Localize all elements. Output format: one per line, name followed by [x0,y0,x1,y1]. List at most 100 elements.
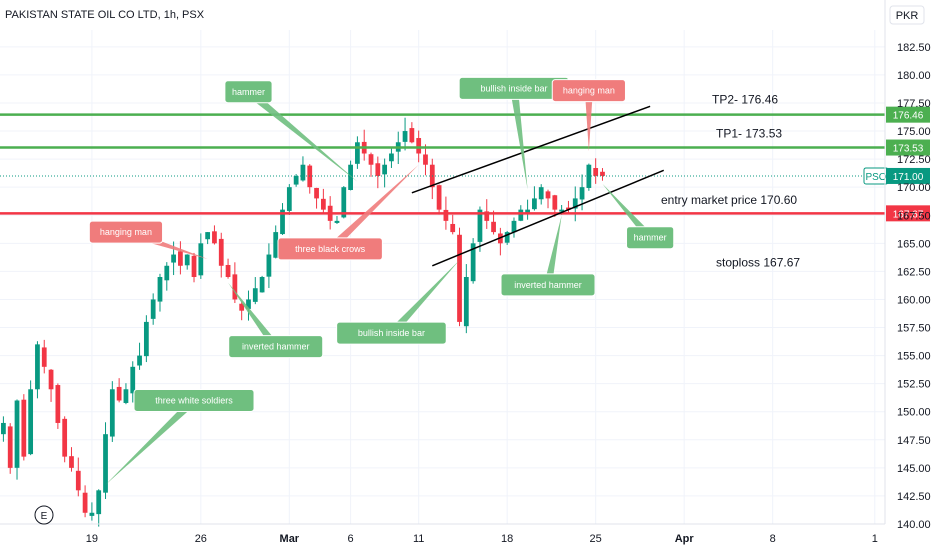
y-tick-label: 180.00 [897,70,931,82]
candle [511,217,517,238]
candle [572,186,578,222]
annotation-callout[interactable]: inverted hammer [500,215,596,297]
candle [450,214,456,235]
candle [239,301,245,321]
currency-label[interactable]: PKR [896,10,919,22]
y-tick-label: 145.00 [897,463,931,475]
x-tick-label: 8 [770,533,776,545]
candle [232,262,238,304]
candle [457,227,462,327]
channel-line[interactable] [432,169,665,267]
candle [320,188,326,215]
entry-label: entry market price 170.60 [661,193,797,207]
chart-title: PAKISTAN STATE OIL CO LTD, 1h, PSX [5,9,205,21]
candle [286,184,292,215]
y-tick-label: 162.50 [897,266,931,278]
tp1-label: TP1- 173.53 [716,127,782,141]
candle [314,187,319,209]
candle [545,189,551,209]
candle [429,158,435,200]
annotation-text: bullish inside bar [358,328,425,338]
candle [150,293,156,325]
time-axis: 19 26 Mar 6 11 18 25 Apr 8 1 [0,523,885,545]
candle [205,231,211,245]
level-tag-text: 173.53 [893,144,924,155]
candle [375,156,381,189]
candle [164,262,170,291]
x-tick-label: 26 [195,533,207,545]
x-tick-label: 18 [501,533,513,545]
annotation-callout[interactable]: hanging man [551,79,626,152]
candle [109,381,115,442]
candle [566,200,571,213]
y-tick-label: 155.00 [897,351,931,363]
candle [89,502,95,521]
y-tick-label: 175.00 [897,126,931,138]
tradingview-logo-icon: E [34,505,54,525]
annotation-text: inverted hammer [242,342,310,352]
candle [266,243,272,289]
candle [600,168,605,181]
candle [525,199,530,220]
candle [538,184,544,205]
candle [191,252,197,283]
x-tick-label: 19 [86,533,98,545]
channel-line[interactable] [411,105,651,194]
annotation-callout[interactable]: hammer [224,80,358,182]
current-price-tag [886,167,930,184]
candle [334,216,340,224]
annotation-text: hammer [232,87,265,97]
candle [82,485,88,518]
x-tick-label: 1 [872,533,878,545]
candle [280,203,285,235]
annotation-text: bullish inside bar [480,83,547,93]
candle [14,399,20,480]
candle [55,383,61,429]
annotation-text: hanging man [100,227,152,237]
candle [62,416,68,463]
candle [463,264,469,334]
annotation-callout[interactable]: three black crows [277,164,419,261]
candle [69,447,74,472]
annotation-callout[interactable]: inverted hammer [228,282,324,359]
candle [48,369,54,402]
y-tick-label: 165.00 [897,238,931,250]
annotation-text: three white soldiers [155,396,233,406]
annotation-text: hammer [634,233,667,243]
tp2-label: TP2- 176.46 [712,93,778,107]
annotation-callout[interactable]: bullish inside bar [336,260,460,345]
candle [218,232,224,278]
x-tick-label: Apr [675,533,695,545]
x-tick-label: 6 [348,533,354,545]
level-tag-text: 176.46 [893,111,924,122]
annotation-callout[interactable]: three white soldiers [105,389,255,485]
candle [436,184,442,215]
current-price-tag-text: 171.00 [893,172,924,183]
annotation-callout[interactable]: hammer [602,183,675,250]
svg-text:E: E [41,511,48,522]
level-tag-text: 167.67 [893,209,924,220]
y-tick-label: 147.50 [897,435,931,447]
candle [116,378,122,403]
level-tag [886,205,930,222]
candle [21,394,27,461]
candle [361,129,367,161]
candle [348,160,353,191]
annotation-callout[interactable]: hanging man [88,220,208,260]
candle [225,258,231,279]
candle [96,489,102,527]
price-axis: PKR 182.50 180.00 177.50 175.00 172.50 170.00… [884,0,931,531]
level-tag [886,139,930,156]
horizontal-lines: 176.46 173.53 167.67 TP2- 176.46 TP1- 173.53… [0,93,930,269]
candle [252,277,258,305]
candle [402,117,408,151]
x-tick-label: 11 [413,533,424,545]
candle [504,230,510,245]
candle [137,342,142,370]
candle [178,241,183,275]
candle [307,164,313,194]
candle [143,315,149,363]
y-tick-label: 177.50 [897,98,931,110]
candle [130,361,136,403]
